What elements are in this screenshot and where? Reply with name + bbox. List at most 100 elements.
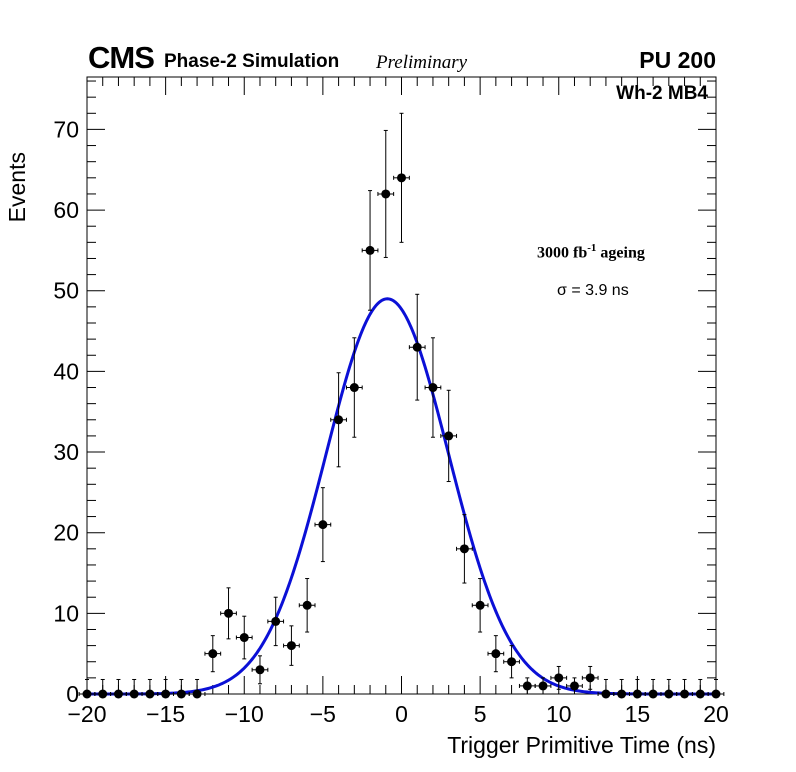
data-marker: [569, 681, 579, 691]
x-tick-label: 15: [625, 701, 651, 727]
y-tick-label: 70: [53, 116, 79, 142]
data-point: [235, 615, 253, 660]
data-marker: [255, 665, 265, 675]
data-point: [676, 678, 693, 699]
data-marker: [664, 689, 674, 699]
data-marker: [129, 689, 139, 699]
data-marker: [711, 689, 721, 699]
x-tick-label: 10: [546, 701, 572, 727]
data-marker: [428, 383, 438, 393]
data-point: [629, 678, 646, 699]
data-marker: [192, 689, 202, 699]
data-point: [314, 487, 332, 563]
data-point: [141, 678, 159, 699]
data-point: [518, 677, 536, 695]
data-marker: [286, 641, 296, 651]
data-point: [172, 678, 190, 699]
y-axis-label: Events: [4, 152, 30, 222]
data-point: [534, 677, 552, 695]
data-points: [78, 112, 725, 699]
data-point: [361, 190, 379, 311]
data-point: [691, 678, 709, 699]
data-marker: [176, 689, 186, 699]
data-marker: [98, 689, 108, 699]
data-point: [220, 587, 237, 640]
data-marker: [444, 431, 454, 441]
sigma-label: σ = 3.9 ns: [557, 282, 629, 299]
y-tick-label: 60: [53, 197, 79, 223]
x-tick-label: 0: [395, 701, 408, 727]
y-tick-label: 10: [53, 600, 79, 626]
data-marker: [208, 649, 218, 659]
data-point: [424, 337, 442, 438]
data-point: [157, 678, 174, 699]
data-marker: [145, 689, 155, 699]
data-point: [110, 678, 127, 699]
data-point: [298, 578, 316, 633]
gaussian-fit: [87, 297, 716, 696]
data-marker: [648, 689, 658, 699]
data-marker: [82, 689, 92, 699]
data-point: [267, 596, 285, 647]
x-axis-label: Trigger Primitive Time (ns): [447, 732, 716, 758]
data-marker: [412, 342, 422, 352]
fit-curve: [87, 297, 716, 696]
data-point: [188, 678, 206, 699]
x-tick-label: −5: [310, 701, 336, 727]
region-label: Wh-2 MB4: [616, 83, 708, 104]
data-point: [251, 655, 269, 685]
data-point: [503, 645, 520, 679]
data-marker: [522, 681, 532, 691]
data-point: [94, 678, 112, 699]
data-marker: [239, 633, 249, 643]
pileup-label: PU 200: [639, 47, 716, 73]
data-point: [377, 129, 395, 258]
y-tick-label: 50: [53, 278, 79, 304]
data-point: [487, 635, 505, 673]
data-point: [471, 578, 489, 633]
axis-ticks: [86, 77, 717, 695]
ageing-word: ageing: [600, 244, 645, 262]
data-point: [440, 389, 458, 483]
data-point: [707, 678, 725, 699]
data-point: [125, 678, 143, 699]
data-marker: [475, 600, 485, 610]
data-marker: [632, 689, 642, 699]
data-marker: [695, 689, 705, 699]
data-point: [283, 625, 300, 666]
data-point: [550, 665, 568, 690]
data-point: [581, 665, 599, 690]
data-marker: [507, 657, 517, 667]
data-marker: [459, 544, 469, 554]
data-marker: [318, 520, 328, 530]
x-tick-label: −10: [225, 701, 264, 727]
data-point: [78, 678, 96, 699]
data-point: [644, 678, 662, 699]
data-point: [660, 678, 678, 699]
data-marker: [224, 608, 234, 618]
data-point: [330, 372, 347, 468]
data-marker: [161, 689, 171, 699]
ageing-exponent: -1: [587, 242, 597, 254]
ageing-value: 3000 fb: [537, 244, 588, 262]
data-marker: [491, 649, 501, 659]
data-marker: [585, 673, 595, 683]
data-marker: [302, 600, 312, 610]
data-marker: [680, 689, 690, 699]
ageing-label: 3000 fb-1 ageing: [537, 242, 645, 262]
data-marker: [334, 415, 344, 425]
axis-tick-labels: −20 −15 −10 −5 0 5 10 15 20 0 10 20 30 40 50 60 70: [53, 116, 728, 727]
data-point: [204, 635, 222, 673]
y-tick-label: 0: [66, 681, 79, 707]
data-marker: [538, 681, 548, 691]
data-point: [393, 112, 410, 243]
data-point: [456, 514, 473, 584]
data-marker: [397, 173, 406, 183]
preliminary-label: Preliminary: [376, 52, 468, 73]
data-point: [597, 678, 615, 699]
y-tick-label: 30: [53, 439, 79, 465]
x-tick-label: 5: [474, 701, 487, 727]
simulation-label: Phase-2 Simulation: [164, 51, 340, 72]
experiment-logo: CMS: [88, 40, 155, 75]
